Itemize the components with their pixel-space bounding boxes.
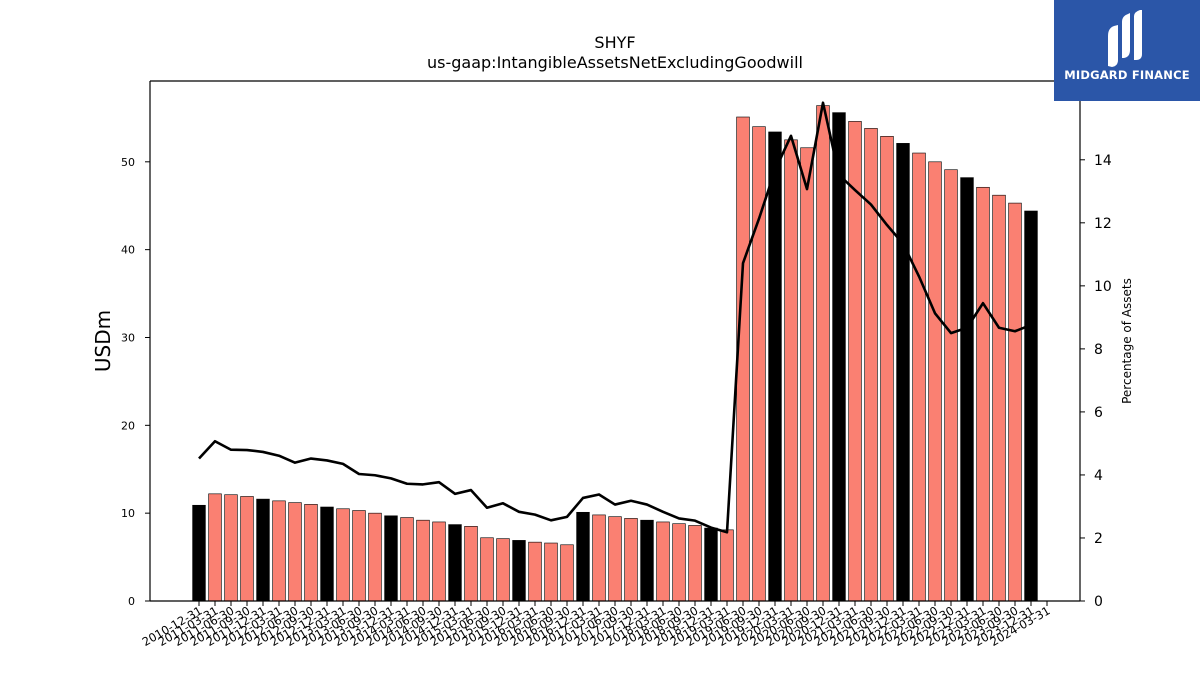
ytick-label-0: 0: [128, 595, 135, 608]
bar-2015-03-31: [464, 526, 478, 602]
bar-2023-03-31: [976, 186, 990, 602]
bar-2016-12-31: [576, 511, 590, 602]
bar-2017-12-31: [640, 519, 654, 602]
bar-2015-12-31: [512, 540, 526, 602]
bar-2016-06-30: [544, 542, 558, 602]
bar-2012-06-30: [288, 502, 302, 602]
ytick-label-40: 40: [121, 244, 135, 257]
bar-2014-09-30: [432, 521, 446, 602]
ytick-label-20: 20: [121, 419, 135, 432]
bar-2019-12-31: [768, 131, 782, 602]
bar-2011-09-30: [240, 496, 254, 602]
y2tick-label-8: 8: [1094, 342, 1103, 358]
bar-2012-09-30: [304, 504, 318, 602]
bar-2018-03-31: [656, 521, 670, 602]
bar-2017-03-31: [592, 514, 606, 602]
bar-2017-06-30: [608, 516, 622, 602]
brand-logo: MIDGARD FINANCE: [1054, 0, 1200, 101]
bar-2011-12-31: [256, 498, 270, 602]
y2tick-label-0: 0: [1094, 594, 1103, 610]
bar-2011-03-31: [208, 493, 222, 602]
chart-title: SHYF: [594, 33, 635, 52]
ytick-label-50: 50: [121, 156, 135, 169]
bar-2013-12-31: [384, 515, 398, 602]
bar-2017-09-30: [624, 518, 638, 602]
ytick-label-10: 10: [121, 507, 135, 520]
bar-2020-09-30: [816, 105, 830, 602]
bar-2015-09-30: [496, 538, 510, 602]
bar-2016-03-31: [528, 541, 542, 602]
bar-2014-03-31: [400, 517, 414, 602]
y2tick-label-2: 2: [1094, 531, 1103, 547]
bar-2020-12-31: [832, 112, 846, 602]
bar-2023-09-30: [1008, 202, 1022, 602]
logo-text: MIDGARD FINANCE: [1064, 68, 1190, 82]
bar-2020-03-31: [784, 139, 798, 602]
bar-2011-06-30: [224, 494, 238, 602]
bar-2015-06-30: [480, 537, 494, 602]
bar-2023-12-31: [1024, 210, 1038, 602]
bar-2012-03-31: [272, 500, 286, 602]
bar-2021-09-30: [880, 136, 894, 602]
y2-axis-label: Percentage of Assets: [1120, 278, 1134, 404]
bar-2010-12-31: [192, 504, 206, 602]
bar-2013-09-30: [368, 512, 382, 602]
y2tick-label-6: 6: [1094, 405, 1103, 421]
chart-subtitle: us-gaap:IntangibleAssetsNetExcludingGood…: [427, 53, 803, 72]
bar-2018-06-30: [672, 523, 686, 602]
y2tick-label-4: 4: [1094, 468, 1103, 484]
bar-2022-12-31: [960, 177, 974, 602]
bar-2019-03-31: [720, 529, 734, 602]
bar-2012-12-31: [320, 506, 334, 602]
bar-2014-06-30: [416, 519, 430, 602]
y2tick-label-12: 12: [1094, 216, 1112, 232]
logo-mark-icon: [1108, 10, 1142, 67]
y-axis-label: USDm: [91, 310, 115, 372]
bar-2018-09-30: [688, 525, 702, 602]
ytick-label-30: 30: [121, 331, 135, 344]
bar-2013-03-31: [336, 508, 350, 602]
bar-2023-06-30: [992, 194, 1006, 602]
bar-2013-06-30: [352, 510, 366, 602]
pct-assets-line: [198, 101, 1032, 534]
bar-2016-09-30: [560, 544, 574, 602]
bar-2020-06-30: [800, 147, 814, 602]
bar-2014-12-31: [448, 524, 462, 602]
y2tick-label-10: 10: [1094, 279, 1112, 295]
bar-2018-12-31: [704, 527, 718, 602]
y2tick-label-14: 14: [1094, 153, 1112, 169]
bar-2022-09-30: [944, 169, 958, 602]
bar-2022-06-30: [928, 161, 942, 602]
bar-2019-09-30: [752, 126, 766, 602]
bar-2022-03-31: [912, 152, 926, 602]
bar-2021-12-31: [896, 143, 910, 602]
